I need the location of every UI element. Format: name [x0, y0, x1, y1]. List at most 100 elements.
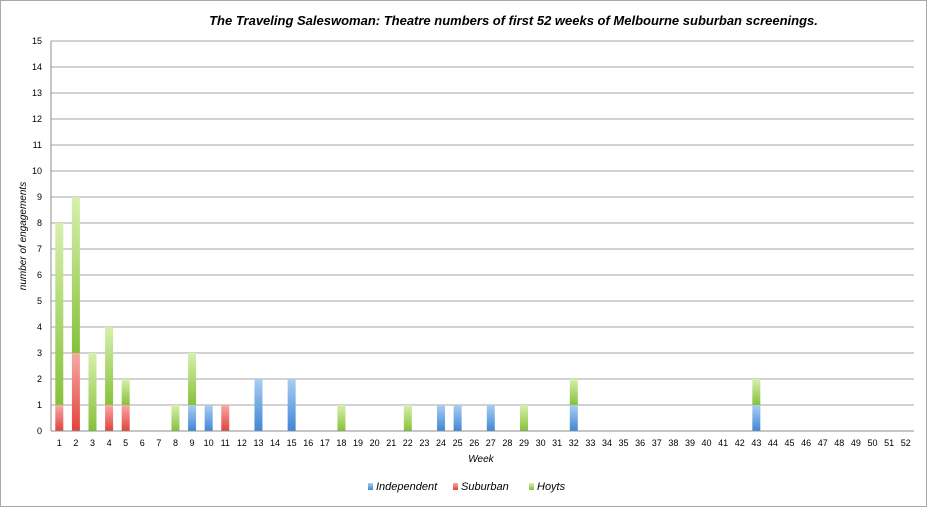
bar-independent-week-9 [188, 405, 197, 431]
bar-independent-week-32 [569, 405, 578, 431]
x-tick-label: 40 [702, 438, 712, 448]
x-tick-label: 50 [868, 438, 878, 448]
x-tick-label: 29 [519, 438, 529, 448]
y-tick-label: 1 [37, 400, 42, 410]
bar-hoyts-week-18 [337, 405, 346, 431]
x-tick-label: 38 [668, 438, 678, 448]
x-tick-label: 51 [884, 438, 894, 448]
x-tick-label: 6 [140, 438, 145, 448]
x-tick-label: 26 [469, 438, 479, 448]
bar-independent-week-24 [437, 405, 446, 431]
x-tick-label: 7 [156, 438, 161, 448]
x-tick-label: 34 [602, 438, 612, 448]
y-tick-label: 8 [37, 218, 42, 228]
bar-independent-week-13 [254, 379, 263, 431]
y-tick-label: 13 [32, 88, 42, 98]
x-tick-label: 8 [173, 438, 178, 448]
x-tick-label: 22 [403, 438, 413, 448]
x-tick-label: 15 [287, 438, 297, 448]
bar-hoyts-week-32 [569, 379, 578, 405]
bar-hoyts-week-43 [752, 379, 761, 405]
x-tick-label: 27 [486, 438, 496, 448]
x-tick-label: 32 [569, 438, 579, 448]
x-tick-label: 42 [735, 438, 745, 448]
y-tick-label: 3 [37, 348, 42, 358]
x-tick-label: 41 [718, 438, 728, 448]
bar-independent-week-15 [287, 379, 296, 431]
bar-hoyts-week-4 [105, 327, 114, 405]
x-tick-label: 30 [536, 438, 546, 448]
x-tick-label: 33 [585, 438, 595, 448]
x-tick-label: 10 [204, 438, 214, 448]
bar-hoyts-week-2 [71, 197, 80, 353]
bar-suburban-week-4 [105, 405, 114, 431]
legend-label-suburban: Suburban [461, 481, 509, 493]
bar-hoyts-week-9 [188, 353, 197, 405]
y-tick-label: 12 [32, 114, 42, 124]
y-tick-label: 15 [32, 36, 42, 46]
legend-swatch-hoyts [529, 483, 534, 490]
bar-hoyts-week-1 [55, 223, 64, 405]
legend: Independent Suburban Hoyts [368, 481, 566, 493]
x-tick-label: 19 [353, 438, 363, 448]
chart-title: The Traveling Saleswoman: Theatre number… [209, 13, 818, 28]
bars [55, 197, 761, 431]
x-tick-label: 23 [419, 438, 429, 448]
x-tick-label: 49 [851, 438, 861, 448]
bar-suburban-week-2 [71, 353, 80, 431]
x-tick-label: 13 [253, 438, 263, 448]
legend-label-independent: Independent [376, 481, 438, 493]
bar-suburban-week-5 [121, 405, 130, 431]
x-tick-label: 3 [90, 438, 95, 448]
y-tick-label: 10 [32, 166, 42, 176]
x-tick-label: 21 [386, 438, 396, 448]
x-tick-label: 44 [768, 438, 778, 448]
x-tick-label: 31 [552, 438, 562, 448]
x-tick-label: 45 [785, 438, 795, 448]
y-tick-label: 9 [37, 192, 42, 202]
x-tick-label: 2 [73, 438, 78, 448]
bar-hoyts-week-8 [171, 405, 180, 431]
bar-suburban-week-1 [55, 405, 64, 431]
x-tick-label: 37 [652, 438, 662, 448]
x-tick-label: 35 [619, 438, 629, 448]
x-tick-label: 48 [834, 438, 844, 448]
y-tick-label: 6 [37, 270, 42, 280]
y-tick-label: 5 [37, 296, 42, 306]
y-tick-label: 2 [37, 374, 42, 384]
y-tick-label: 11 [33, 140, 42, 150]
bar-suburban-week-11 [221, 405, 230, 431]
x-tick-label: 52 [901, 438, 911, 448]
x-tick-label: 17 [320, 438, 330, 448]
x-tick-label: 4 [107, 438, 112, 448]
x-tick-label: 18 [336, 438, 346, 448]
legend-swatch-suburban [453, 483, 458, 490]
x-tick-label: 46 [801, 438, 811, 448]
x-tick-label: 24 [436, 438, 446, 448]
bar-hoyts-week-5 [121, 379, 130, 405]
legend-swatch-independent [368, 483, 373, 490]
x-tick-label: 11 [221, 438, 230, 448]
x-tick-label: 47 [818, 438, 828, 448]
x-tick-label: 28 [502, 438, 512, 448]
x-tick-label: 20 [370, 438, 380, 448]
gridlines [51, 40, 914, 432]
x-tick-label: 9 [190, 438, 195, 448]
x-tick-label: 25 [453, 438, 463, 448]
y-tick-label: 0 [37, 426, 42, 436]
bar-independent-week-10 [204, 405, 213, 431]
x-tick-label: 5 [123, 438, 128, 448]
x-tick-label: 43 [751, 438, 761, 448]
y-axis-title: number of engagements [18, 182, 29, 290]
x-tick-label: 1 [57, 438, 62, 448]
bar-hoyts-week-22 [403, 405, 412, 431]
bar-independent-week-43 [752, 405, 761, 431]
bar-independent-week-27 [486, 405, 495, 431]
y-tick-label: 14 [32, 62, 42, 72]
x-axis-title: Week [468, 454, 494, 465]
x-tick-label: 12 [237, 438, 247, 448]
x-tick-label: 39 [685, 438, 695, 448]
